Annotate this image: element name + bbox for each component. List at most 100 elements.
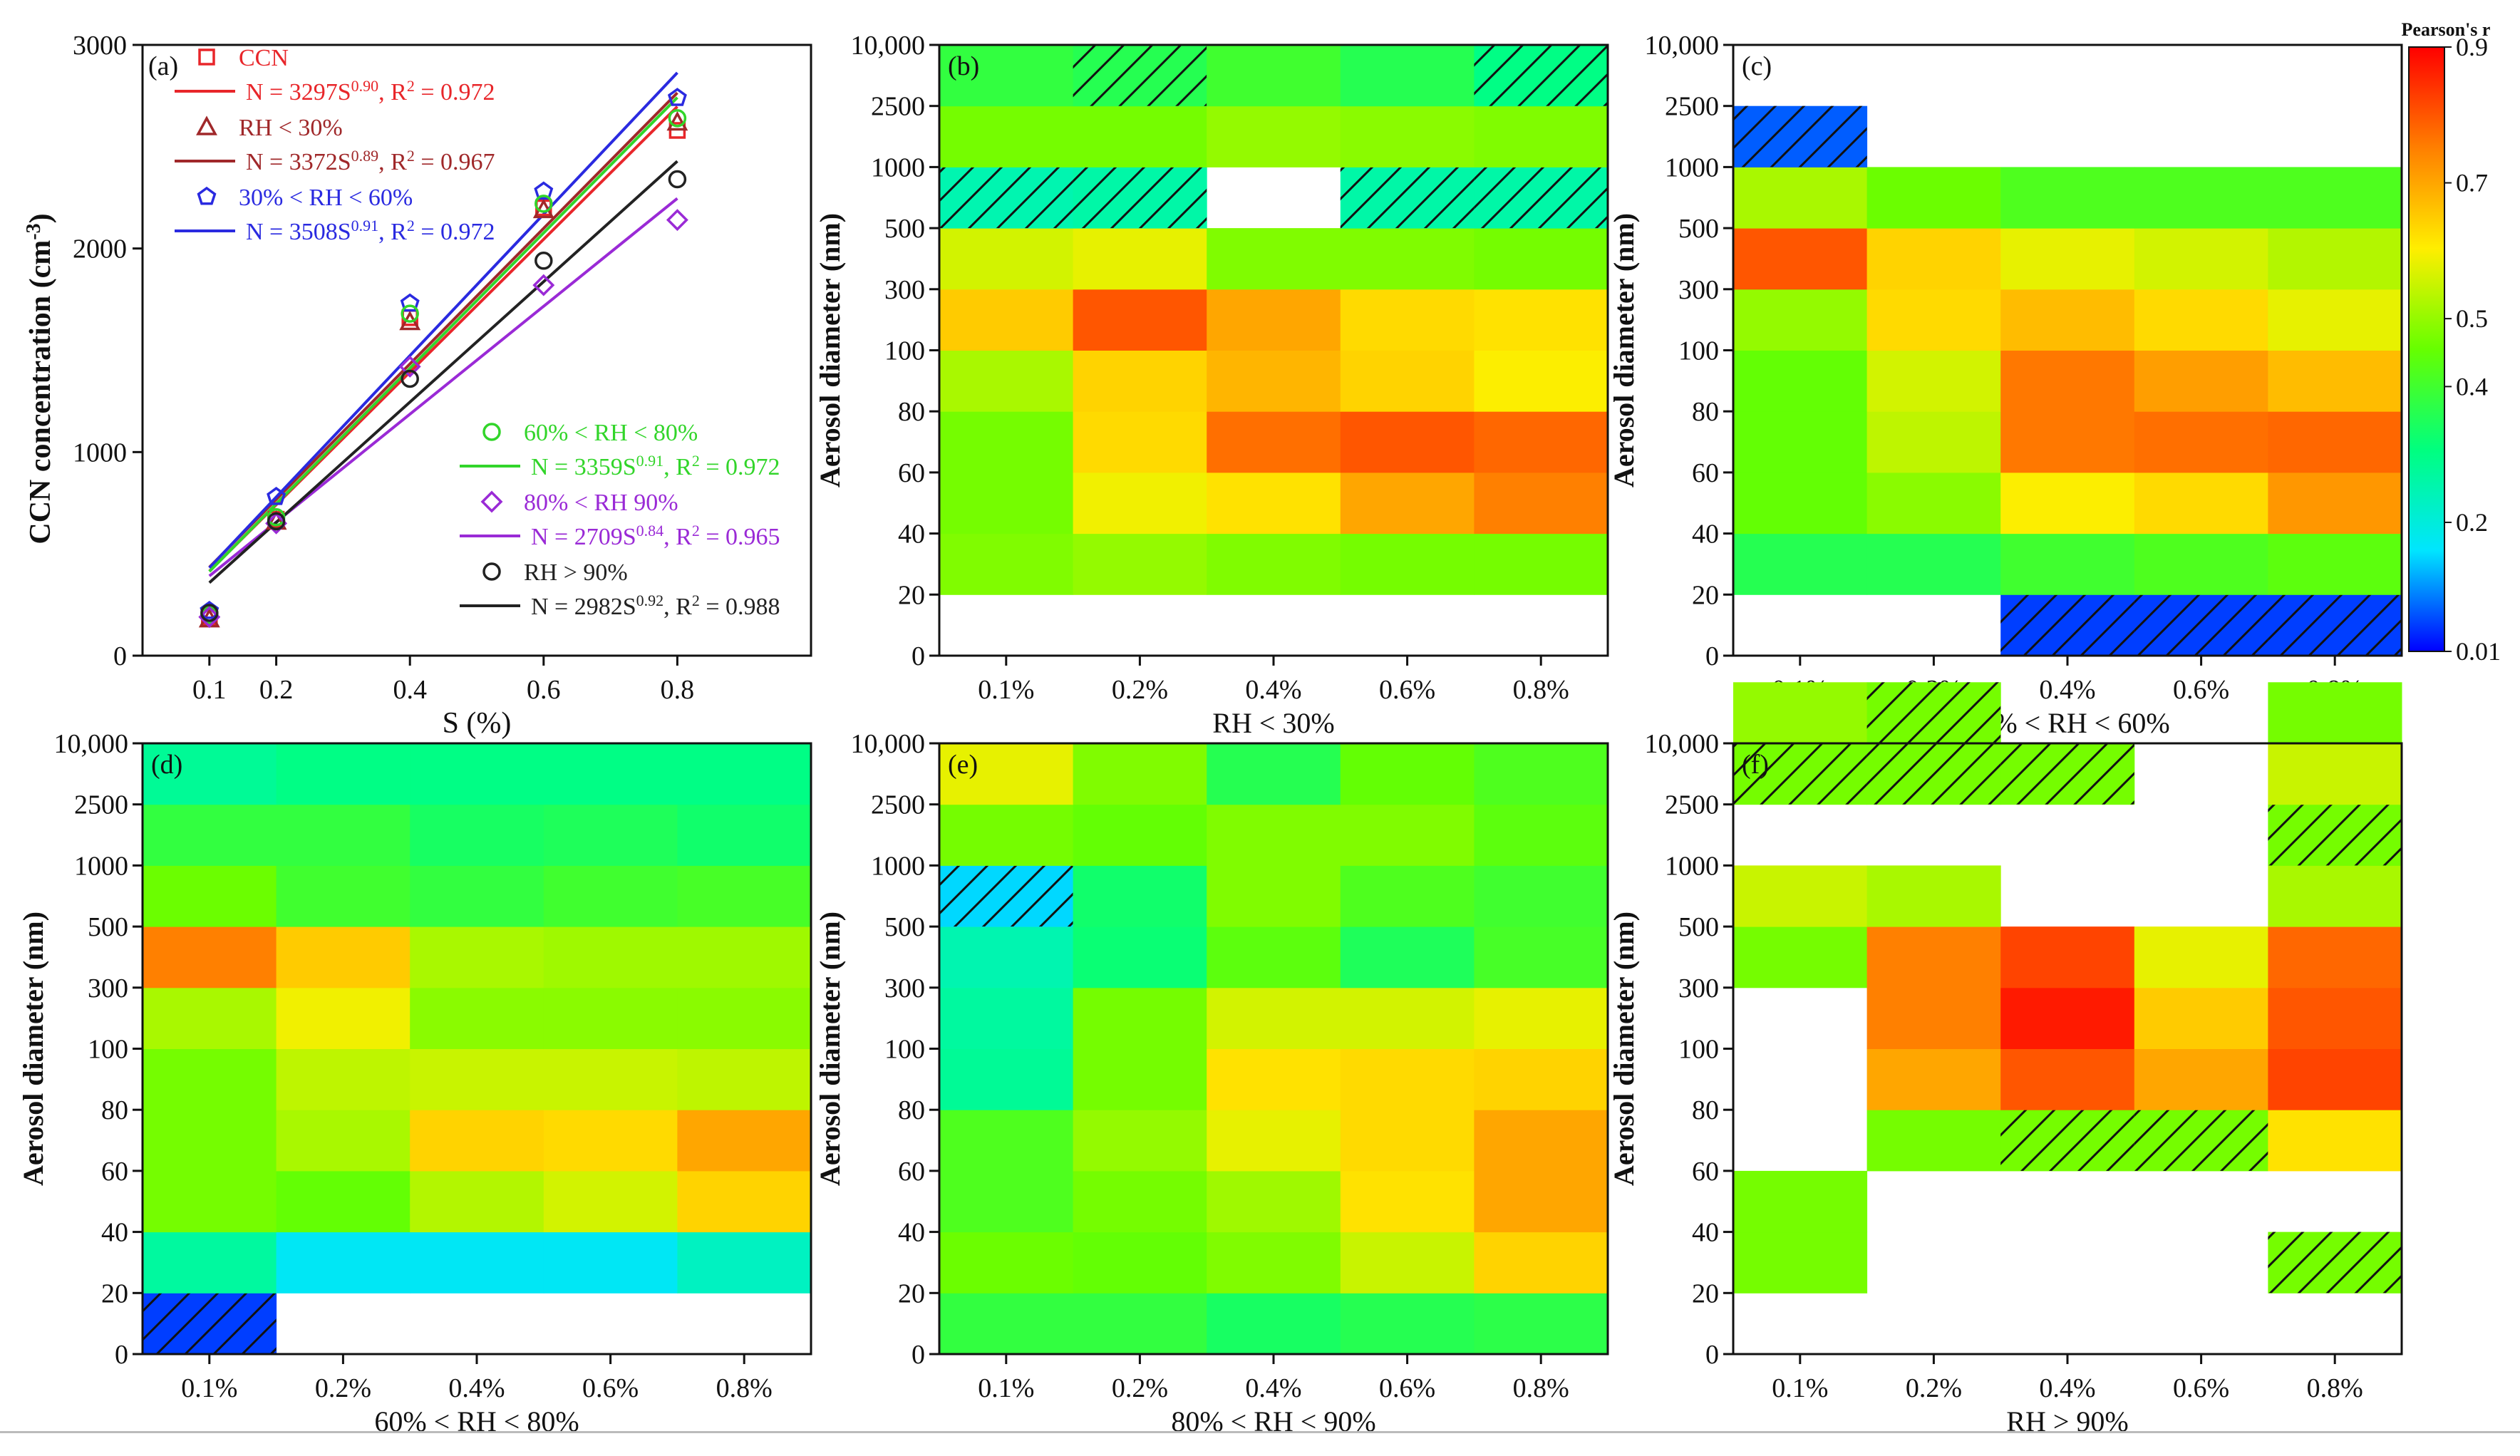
y-tick-label: 300 (884, 275, 925, 305)
x-tick-label: 0.2% (1906, 1373, 1962, 1403)
equation-base: N = 3297S (246, 79, 351, 105)
heatmap-cell (939, 743, 1074, 805)
heatmap-cell (1340, 350, 1475, 412)
equation-r2-value: = 0.967 (415, 149, 495, 175)
heatmap-cell (276, 1048, 410, 1110)
y-tick-label: 60 (1692, 458, 1719, 488)
x-tick-label: 0.8% (1513, 1373, 1569, 1403)
x-tick-label: 0.8% (2307, 1373, 2363, 1403)
heatmap-cell (939, 926, 1074, 988)
heatmap-cell (276, 926, 410, 988)
equation-exponent: 0.91 (351, 217, 379, 234)
hatch-overlay (2268, 594, 2402, 656)
heatmap-cell (1474, 743, 1608, 805)
data-point (265, 512, 288, 535)
heatmap-cell (1733, 1170, 1868, 1233)
heatmap-cell (939, 45, 1074, 107)
data-point (482, 423, 501, 441)
heatmap-cell (410, 1232, 544, 1294)
heatmap-cell (1340, 743, 1475, 805)
panel-label: (d) (151, 750, 182, 780)
equation-r2-value: = 0.972 (415, 79, 495, 105)
heatmap-cell (1866, 533, 2001, 595)
hatch-overlay (1474, 45, 1608, 106)
heatmap-cell (2000, 167, 2135, 229)
heatmap-cell (1474, 926, 1608, 988)
data-point (480, 490, 503, 513)
heatmap-cell (1207, 926, 1341, 988)
data-point (198, 48, 215, 66)
equation-r2-sup: 2 (407, 77, 415, 95)
heatmap-cell (939, 350, 1074, 412)
heatmap-cell (2268, 1110, 2402, 1172)
x-tick-label: 0.1% (1772, 1373, 1828, 1403)
y-axis-label: Aerosol diameter (nm) (1608, 213, 1640, 487)
colorbar: Pearson's r 0.01 0.2 0.4 0.5 0.7 0.9 (2402, 19, 2501, 666)
heatmap-cell (276, 1110, 410, 1172)
heatmap-cell (543, 743, 678, 805)
y-tick-label: 60 (898, 458, 925, 488)
y-tick-label: 0 (912, 641, 925, 671)
y-tick-label: 300 (1678, 974, 1719, 1003)
heatmap-cell (1073, 743, 1207, 805)
heatmap-cell (1207, 865, 1341, 927)
data-point (196, 115, 217, 135)
heatmap-cell (543, 1110, 678, 1172)
hatch-overlay (143, 1293, 277, 1354)
hatch-overlay (1340, 167, 1475, 229)
heatmap-cell (1474, 804, 1608, 866)
data-point (666, 110, 688, 131)
legend-equation: N = 2709S0.84, R2 = 0.965 (531, 522, 780, 550)
panel-a: 0.1 0.2 0.4 0.6 0.8 0 1000 2000 3000 S (%) CCN con… (23, 31, 812, 740)
colorbar-tick-label: 0.4 (2456, 372, 2488, 401)
fit-line-1 (208, 91, 678, 569)
hatch-overlay (2000, 594, 2134, 656)
heatmap-cell (939, 804, 1074, 866)
heatmap-cell (677, 1170, 812, 1233)
equation-exponent: 0.90 (351, 77, 379, 95)
colorbar-tick-label: 0.7 (2456, 169, 2488, 197)
x-tick-label: 0.6% (2173, 675, 2229, 705)
heatmap-cell (1340, 804, 1475, 866)
fit-line-2 (208, 71, 678, 569)
equation-r2-value: = 0.972 (415, 219, 495, 245)
heatmap-cell (1207, 289, 1341, 351)
y-tick-label: 2500 (871, 790, 925, 820)
heatmap-cell (410, 1048, 544, 1110)
data-point (535, 252, 553, 270)
heatmap-cell (1866, 987, 2001, 1049)
heatmap-cell (1474, 411, 1608, 473)
heatmap-cell (2268, 682, 2402, 744)
equation-r: , R (663, 524, 692, 550)
y-tick-label: 500 (1678, 912, 1719, 942)
heatmap-cell (1207, 1110, 1341, 1172)
heatmap-cell (1207, 533, 1341, 595)
x-axis-label: RH < 30% (1212, 707, 1334, 739)
heatmap-cell (543, 1170, 678, 1233)
heatmap-cell (1207, 987, 1341, 1049)
heatmap-cell (2000, 926, 2135, 988)
heatmap-cell (939, 1232, 1074, 1294)
data-point (535, 195, 553, 213)
data-point (668, 170, 687, 189)
y-tick-label: 500 (884, 912, 925, 942)
heatmap-cell (1474, 1232, 1608, 1294)
legend-label: RH > 90% (524, 559, 628, 586)
heatmap-cell (2134, 472, 2268, 535)
data-point (398, 355, 421, 378)
hatch-overlay (2134, 594, 2268, 656)
y-tick-label: 60 (1692, 1157, 1719, 1187)
heatmap-cell (1733, 533, 1868, 595)
hatch-overlay (1073, 45, 1207, 106)
y-tick-label: 10,000 (1645, 31, 1720, 61)
y-tick-label: 1000 (871, 153, 925, 182)
heatmap-cell (1340, 289, 1475, 351)
x-tick-label: 0.4% (2039, 675, 2095, 705)
heatmap-cell (2268, 228, 2402, 290)
heatmap-cell (276, 865, 410, 927)
panel-label-a: (a) (148, 51, 178, 81)
y-axis-label: CCN concentration (cm-3) (23, 213, 57, 544)
heatmap-cell (1340, 987, 1475, 1049)
x-tick-label: 0.6% (1379, 675, 1435, 705)
heatmap-cell (1340, 533, 1475, 595)
